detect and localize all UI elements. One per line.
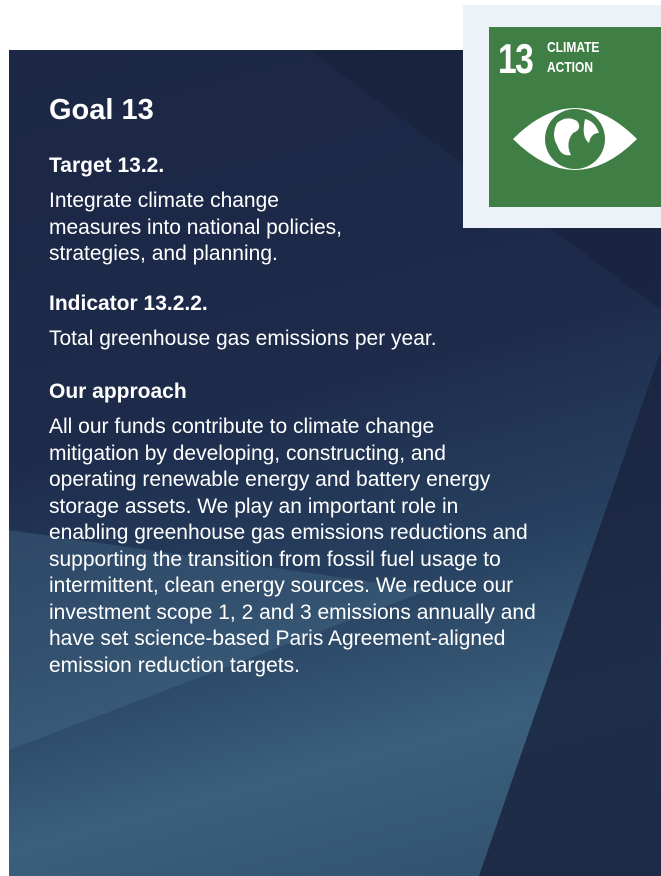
body-text: storage assets. We play an important rol… [49,494,459,518]
body-text: enabling greenhouse gas emissions reduct… [49,521,528,544]
section-heading: Our approach [49,380,187,403]
body-text: operating renewable energy and battery e… [49,468,491,491]
body-text: have set science-based Paris Agreement-a… [49,627,506,650]
sdg-icon: 13 CLIMATE ACTION [489,27,661,207]
sdg-icon-frame: 13 CLIMATE ACTION [463,5,661,228]
section-heading: Indicator 13.2.2. [49,292,208,315]
body-text: investment scope 1, 2 and 3 emissions an… [49,600,536,624]
body-text: measures into national policies, [49,215,342,239]
section-heading: Target 13.2. [49,154,165,177]
body-text: strategies, and planning. [49,242,278,265]
body-text: mitigation by developing, constructing, … [49,441,446,465]
body-text: emission reduction targets. [49,653,300,677]
eye-globe [513,108,637,170]
body-text: Total greenhouse gas emissions per year. [49,327,437,350]
sdg-label: CLIMATE [547,39,600,56]
sdg-label: ACTION [547,59,593,76]
sdg-number: 13 [498,35,534,82]
body-text: Integrate climate change [49,189,279,212]
body-text: All our funds contribute to climate chan… [49,415,435,438]
goal-title: Goal 13 [49,94,154,126]
body-text: supporting the transition from fossil fu… [49,547,501,571]
body-text: intermittent, clean energy sources. We r… [49,574,514,597]
